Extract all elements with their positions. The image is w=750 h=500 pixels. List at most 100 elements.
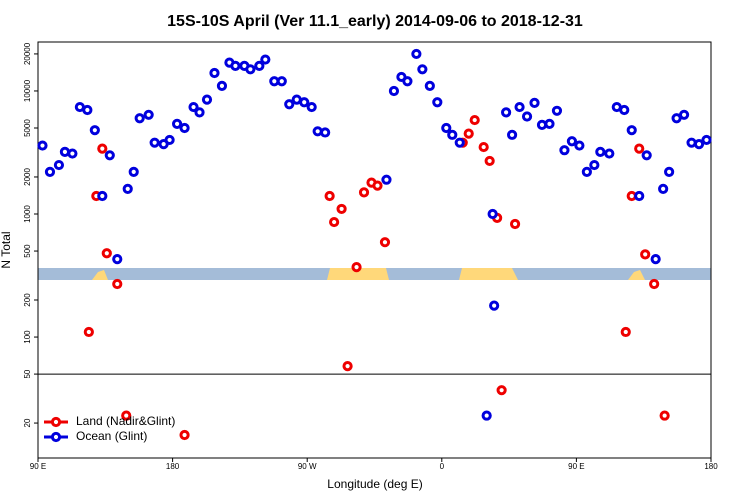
point [104,150,115,161]
x-axis-label: Longitude (deg E) [327,477,422,491]
point [358,187,370,198]
point [284,99,295,110]
point [671,113,682,124]
plot-frame [37,41,712,459]
point [559,145,570,156]
point [581,166,592,177]
point [501,107,512,118]
point [379,237,391,248]
point [551,105,563,116]
point [469,114,480,126]
point [589,159,600,171]
point [626,125,637,136]
x-tick-label: 0 [440,462,445,471]
x-tick-label: 90 E [568,462,584,471]
point [276,76,287,87]
point [496,385,507,396]
point [388,85,400,97]
point [454,137,465,148]
point [67,148,78,159]
point [230,60,241,71]
point [478,141,489,153]
y-tick-label: 100 [23,330,32,344]
legend-marker [50,431,62,443]
x-tick-label: 90 W [298,462,317,471]
point [487,208,498,220]
point [336,203,347,215]
point [372,180,383,191]
point [620,326,631,338]
point [351,262,362,273]
point [44,166,56,177]
point [634,190,645,202]
point [441,122,452,134]
point [411,48,422,60]
point [649,278,660,290]
point [514,101,525,113]
point [89,125,100,136]
point [447,129,458,140]
chart-title: 15S-10S April (Ver 11.1_early) 2014-09-0… [167,13,583,30]
point [260,54,271,65]
point [693,138,705,150]
point [659,410,670,421]
point [574,140,585,151]
legend-label: Land (Nadir&Glint) [76,414,175,428]
map-strip [38,268,711,280]
point [216,80,228,91]
point [640,249,651,260]
point [83,326,94,338]
point [201,94,213,105]
point [164,134,175,146]
point [122,183,133,194]
point [506,129,518,140]
point [112,254,123,265]
y-tick-label: 5000 [23,119,32,137]
point [521,111,533,122]
y-tick-label: 500 [23,244,32,258]
y-tick-label: 20 [23,418,32,427]
point [432,97,443,108]
point [37,140,48,151]
point [701,134,712,146]
point [299,97,310,108]
land-patch [92,270,108,280]
point [650,254,661,265]
point [566,136,578,147]
point [53,159,65,171]
point [484,155,495,167]
legend-marker [50,416,62,428]
point [194,107,205,118]
point [619,104,630,116]
point [97,190,108,202]
y-tick-label: 20000 [23,42,32,65]
point [424,80,435,91]
legend-label: Ocean (Glint) [76,429,147,443]
point [97,143,108,154]
point [489,300,500,311]
point [381,174,392,185]
y-tick-label: 50 [23,369,32,378]
land-patch [628,270,645,280]
point [463,128,474,139]
point [82,104,93,116]
point [121,410,132,421]
point [481,410,492,421]
point [143,109,154,120]
point [149,137,160,148]
point [209,67,220,79]
point [402,76,413,87]
point [529,97,540,108]
point [641,150,652,161]
point [664,166,675,177]
point [245,64,256,75]
y-tick-label: 10000 [23,79,32,102]
point [171,118,183,129]
point [324,190,335,202]
point [134,113,145,124]
point [128,166,139,177]
y-tick-label: 1000 [23,205,32,223]
y-tick-label: 200 [23,293,32,307]
point [595,146,606,157]
